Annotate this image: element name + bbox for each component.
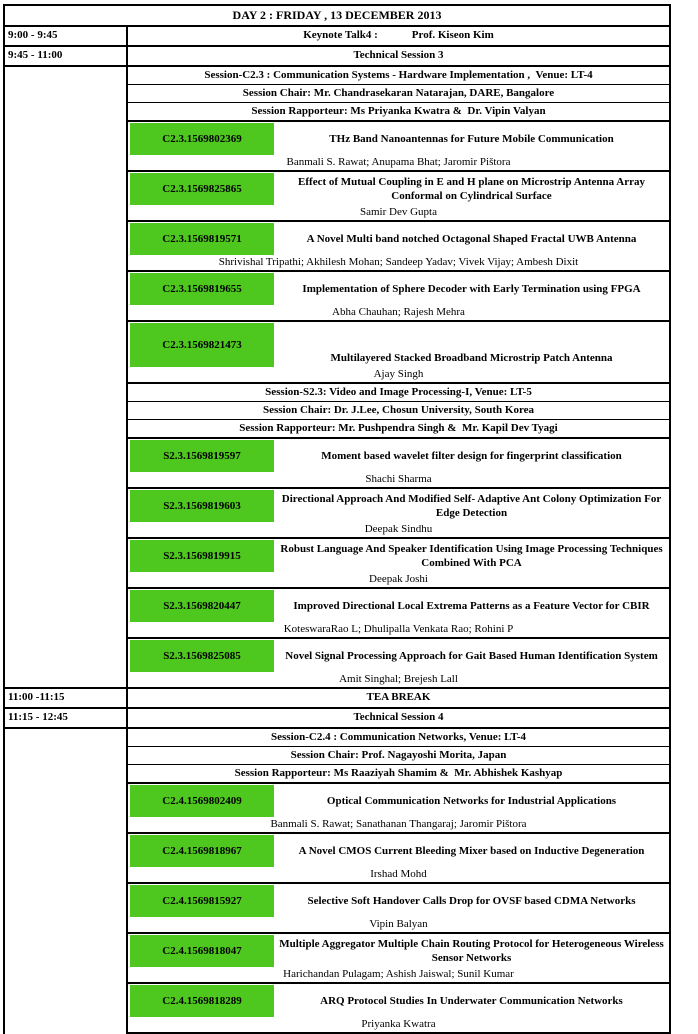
session-s23-header: Session-S2.3: Video and Image Processing… (128, 384, 669, 402)
paper-authors: Banmali S. Rawat; Anupama Bhat; Jaromir … (286, 156, 511, 168)
empty-time-cell-c24 (5, 729, 128, 1034)
paper-entry: C2.4.1569815927 Selective Soft Handover … (128, 884, 669, 934)
paper-authors: Amit Singhal; Brejesh Lall (339, 673, 458, 685)
paper-authors: Samir Dev Gupta (360, 206, 437, 218)
paper-title: Robust Language And Speaker Identificati… (280, 542, 663, 569)
keynote-label: Keynote Talk4 : (303, 29, 378, 41)
paper-entry: S2.3.1569819597 Moment based wavelet fil… (128, 439, 669, 489)
session-c24-header: Session-C2.4 : Communication Networks, V… (128, 729, 669, 747)
session-c23-rapporteur: Session Rapporteur: Ms Priyanka Kwatra &… (128, 103, 669, 122)
paper-title: Multiple Aggregator Multiple Chain Routi… (279, 937, 664, 964)
session-c24-rapporteur: Session Rapporteur: Ms Raaziyah Shamim &… (128, 765, 669, 784)
time-cell-ts4: 11:15 - 12:45 (5, 709, 128, 727)
ts4-label: Technical Session 4 (353, 711, 444, 723)
paper-id-badge: C2.4.1569818047 (130, 935, 274, 967)
paper-authors: Banmali S. Rawat; Sanathanan Thangaraj; … (270, 818, 527, 830)
technical-session-3-row: 9:45 - 11:00 Technical Session 3 (5, 47, 669, 67)
paper-id-badge: C2.4.1569802409 (130, 785, 274, 817)
paper-entry: C2.4.1569818047 Multiple Aggregator Mult… (128, 934, 669, 984)
paper-entry: C2.3.1569819571 A Novel Multi band notch… (128, 222, 669, 272)
paper-title: Selective Soft Handover Calls Drop for O… (307, 894, 636, 907)
paper-entry: C2.3.1569819655 Implementation of Sphere… (128, 272, 669, 322)
session-c23-chair: Session Chair: Mr. Chandrasekaran Natara… (128, 85, 669, 103)
paper-id-badge: C2.3.1569821473 (130, 323, 274, 367)
paper-authors: Shachi Sharma (365, 473, 432, 485)
paper-entry: C2.4.1569818967 A Novel CMOS Current Ble… (128, 834, 669, 884)
paper-id-badge: C2.4.1569815927 (130, 885, 274, 917)
paper-id-badge: S2.3.1569819915 (130, 540, 274, 572)
paper-entry: S2.3.1569820447 Improved Directional Loc… (128, 589, 669, 639)
time-cell-ts3: 9:45 - 11:00 (5, 47, 128, 65)
paper-id-badge: C2.3.1569825865 (130, 173, 274, 205)
paper-entry: C2.4.1569802409 Optical Communication Ne… (128, 784, 669, 834)
paper-authors: Shrivishal Tripathi; Akhilesh Mohan; San… (218, 256, 579, 268)
paper-title: Effect of Mutual Coupling in E and H pla… (298, 175, 645, 202)
paper-authors: KoteswaraRao L; Dhulipalla Venkata Rao; … (283, 623, 514, 635)
morning-sessions-band: Session-C2.3 : Communication Systems - H… (5, 67, 669, 687)
paper-entry: C2.3.1569802369 THz Band Nanoantennas fo… (128, 122, 669, 172)
paper-authors: Priyanka Kwatra (361, 1018, 436, 1030)
ts3-label: Technical Session 3 (353, 49, 444, 61)
paper-title: Moment based wavelet filter design for f… (321, 449, 622, 462)
paper-entry: S2.3.1569825085 Novel Signal Processing … (128, 639, 669, 687)
time-cell-keynote: 9:00 - 9:45 (5, 27, 128, 45)
paper-entry: C2.4.1569818289 ARQ Protocol Studies In … (128, 984, 669, 1034)
paper-title: A Novel CMOS Current Bleeding Mixer base… (298, 844, 645, 857)
paper-id-badge: S2.3.1569820447 (130, 590, 274, 622)
paper-title: THz Band Nanoantennas for Future Mobile … (329, 132, 614, 145)
day-header: DAY 2 : FRIDAY , 13 DECEMBER 2013 (5, 6, 669, 27)
paper-authors: Harichandan Pulagam; Ashish Jaiswal; Sun… (283, 968, 514, 980)
paper-id-badge: C2.4.1569818289 (130, 985, 274, 1017)
paper-id-badge: C2.3.1569819655 (130, 273, 274, 305)
paper-id-badge: S2.3.1569819597 (130, 440, 274, 472)
paper-id-badge: S2.3.1569819603 (130, 490, 274, 522)
paper-entry: C2.3.1569821473 Multilayered Stacked Bro… (128, 322, 669, 384)
keynote-cell: Keynote Talk4 : Prof. Kiseon Kim (128, 27, 669, 45)
paper-title: Optical Communication Networks for Indus… (326, 794, 617, 807)
tea-break-label: TEA BREAK (366, 691, 431, 703)
paper-title: Implementation of Sphere Decoder with Ea… (302, 282, 641, 295)
session-c24-band: Session-C2.4 : Communication Networks, V… (5, 729, 669, 1034)
paper-id-badge: C2.4.1569818967 (130, 835, 274, 867)
morning-sessions-content: Session-C2.3 : Communication Systems - H… (128, 67, 669, 687)
tea-break-row: 11:00 -11:15 TEA BREAK (5, 687, 669, 709)
paper-title: Multilayered Stacked Broadband Microstri… (330, 352, 613, 364)
session-c24-chair: Session Chair: Prof. Nagayoshi Morita, J… (128, 747, 669, 765)
paper-title: ARQ Protocol Studies In Underwater Commu… (320, 994, 623, 1007)
paper-authors: Abha Chauhan; Rajesh Mehra (332, 306, 465, 318)
paper-authors: Ajay Singh (373, 368, 424, 380)
paper-title: Novel Signal Processing Approach for Gai… (285, 649, 658, 662)
paper-id-badge: C2.3.1569802369 (130, 123, 274, 155)
paper-id-badge: S2.3.1569825085 (130, 640, 274, 672)
paper-authors: Irshad Mohd (370, 868, 427, 880)
paper-entry: S2.3.1569819603 Directional Approach And… (128, 489, 669, 539)
paper-id-badge: C2.3.1569819571 (130, 223, 274, 255)
paper-title: A Novel Multi band notched Octagonal Sha… (306, 232, 637, 245)
paper-entry: S2.3.1569819915 Robust Language And Spea… (128, 539, 669, 589)
paper-title: Directional Approach And Modified Self- … (281, 492, 662, 519)
technical-session-4-row: 11:15 - 12:45 Technical Session 4 (5, 709, 669, 729)
schedule-table: DAY 2 : FRIDAY , 13 DECEMBER 2013 9:00 -… (3, 4, 671, 1034)
paper-authors: Vipin Balyan (369, 918, 428, 930)
session-c23-header: Session-C2.3 : Communication Systems - H… (128, 67, 669, 85)
time-cell-tea: 11:00 -11:15 (5, 689, 128, 707)
paper-authors: Deepak Joshi (369, 573, 428, 585)
empty-time-cell-morning (5, 67, 128, 687)
session-s23-chair: Session Chair: Dr. J.Lee, Chosun Univers… (128, 402, 669, 420)
session-c24-content: Session-C2.4 : Communication Networks, V… (128, 729, 669, 1034)
paper-authors: Deepak Sindhu (364, 523, 433, 535)
keynote-row: 9:00 - 9:45 Keynote Talk4 : Prof. Kiseon … (5, 27, 669, 47)
keynote-speaker: Prof. Kiseon Kim (411, 29, 494, 41)
paper-title: Improved Directional Local Extrema Patte… (293, 599, 650, 612)
session-s23-rapporteur: Session Rapporteur: Mr. Pushpendra Singh… (128, 420, 669, 439)
paper-entry: C2.3.1569825865 Effect of Mutual Couplin… (128, 172, 669, 222)
